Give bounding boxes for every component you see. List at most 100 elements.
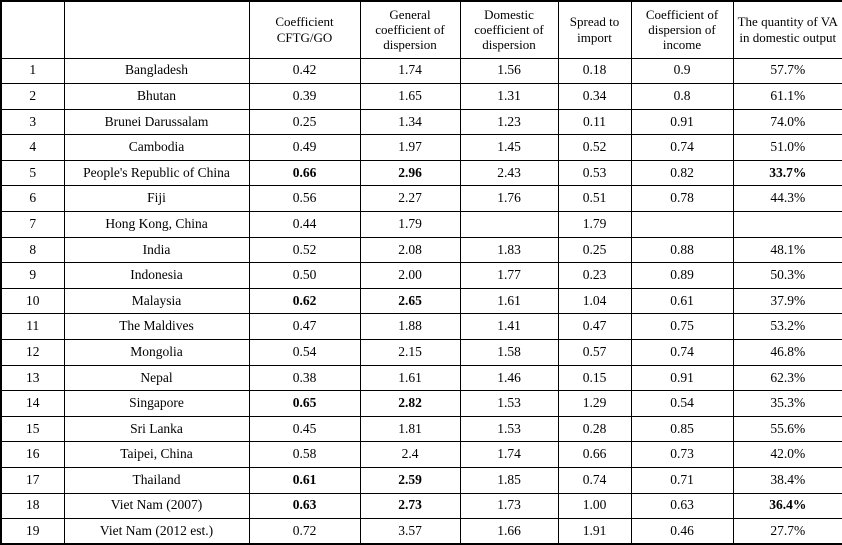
domestic-coefficient-of-dispersion-cell: 1.23 bbox=[459, 108, 559, 136]
country-name-cell: Cambodia bbox=[63, 134, 250, 161]
spread-to-import-cell: 0.74 bbox=[557, 467, 632, 494]
coefficient-cftg-go-cell: 0.45 bbox=[248, 415, 361, 443]
quantity-of-va-in-domestic-output-cell: 48.1% bbox=[732, 236, 842, 264]
table-row: 7 Hong Kong, China 0.44 1.79 1.79 bbox=[0, 211, 842, 238]
spread-to-import-cell: 0.53 bbox=[557, 159, 632, 187]
country-name-cell: Sri Lanka bbox=[63, 415, 250, 443]
table-row: 9 Indonesia 0.50 2.00 1.77 0.23 0.89 50.3% bbox=[0, 262, 842, 289]
coefficient-cftg-go-cell: 0.42 bbox=[248, 57, 361, 85]
spread-to-import-cell: 1.04 bbox=[557, 287, 632, 315]
table-row: 16 Taipei, China 0.58 2.4 1.74 0.66 0.73 42.0% bbox=[0, 441, 842, 468]
coefficient-cftg-go-cell: 0.58 bbox=[248, 441, 361, 468]
country-name-cell: Taipei, China bbox=[63, 441, 250, 468]
general-coefficient-of-dispersion-cell: 1.97 bbox=[359, 134, 461, 161]
coefficient-cftg-go-cell: 0.49 bbox=[248, 134, 361, 161]
spread-to-import-cell: 0.34 bbox=[557, 83, 632, 110]
country-name-cell: Singapore bbox=[63, 390, 250, 417]
coefficient-of-dispersion-of-income-cell: 0.82 bbox=[630, 159, 734, 187]
row-number-cell: 6 bbox=[0, 185, 65, 213]
spread-to-import-cell: 0.66 bbox=[557, 441, 632, 468]
row-number-cell: 15 bbox=[0, 415, 65, 443]
quantity-of-va-in-domestic-output-cell: 35.3% bbox=[732, 390, 842, 417]
coefficient-cftg-go-cell: 0.25 bbox=[248, 108, 361, 136]
country-name-cell: Hong Kong, China bbox=[63, 211, 250, 238]
quantity-of-va-in-domestic-output-cell: 33.7% bbox=[732, 159, 842, 187]
quantity-of-va-in-domestic-output-cell: 57.7% bbox=[732, 57, 842, 85]
row-number-cell: 18 bbox=[0, 492, 65, 520]
coefficient-cftg-go-cell: 0.56 bbox=[248, 185, 361, 213]
column-header-6: Coefficient of dispersion of income bbox=[630, 0, 734, 59]
general-coefficient-of-dispersion-cell: 1.65 bbox=[359, 83, 461, 110]
country-name-cell: Brunei Darussalam bbox=[63, 108, 250, 136]
domestic-coefficient-of-dispersion-cell: 1.73 bbox=[459, 492, 559, 520]
coefficient-of-dispersion-of-income-cell: 0.91 bbox=[630, 364, 734, 392]
row-number-cell: 14 bbox=[0, 390, 65, 417]
quantity-of-va-in-domestic-output-cell: 51.0% bbox=[732, 134, 842, 161]
coefficient-cftg-go-cell: 0.65 bbox=[248, 390, 361, 417]
quantity-of-va-in-domestic-output-cell: 27.7% bbox=[732, 518, 842, 545]
general-coefficient-of-dispersion-cell: 2.59 bbox=[359, 467, 461, 494]
coefficient-of-dispersion-of-income-cell: 0.73 bbox=[630, 441, 734, 468]
general-coefficient-of-dispersion-cell: 2.65 bbox=[359, 287, 461, 315]
quantity-of-va-in-domestic-output-cell: 50.3% bbox=[732, 262, 842, 289]
coefficient-of-dispersion-of-income-cell: 0.88 bbox=[630, 236, 734, 264]
table-row: 4 Cambodia 0.49 1.97 1.45 0.52 0.74 51.0% bbox=[0, 134, 842, 161]
general-coefficient-of-dispersion-cell: 3.57 bbox=[359, 518, 461, 545]
coefficient-cftg-go-cell: 0.54 bbox=[248, 339, 361, 366]
column-header-0 bbox=[0, 0, 65, 59]
coefficient-of-dispersion-of-income-cell: 0.9 bbox=[630, 57, 734, 85]
quantity-of-va-in-domestic-output-cell: 62.3% bbox=[732, 364, 842, 392]
row-number-cell: 3 bbox=[0, 108, 65, 136]
row-number-cell: 8 bbox=[0, 236, 65, 264]
table-row: 3 Brunei Darussalam 0.25 1.34 1.23 0.11 0.91 74… bbox=[0, 108, 842, 136]
spread-to-import-cell: 0.52 bbox=[557, 134, 632, 161]
row-number-cell: 19 bbox=[0, 518, 65, 545]
column-header-4: Domestic coefficient of dispersion bbox=[459, 0, 559, 59]
general-coefficient-of-dispersion-cell: 2.73 bbox=[359, 492, 461, 520]
quantity-of-va-in-domestic-output-cell: 36.4% bbox=[732, 492, 842, 520]
coefficient-of-dispersion-of-income-cell: 0.85 bbox=[630, 415, 734, 443]
domestic-coefficient-of-dispersion-cell: 1.85 bbox=[459, 467, 559, 494]
quantity-of-va-in-domestic-output-cell: 55.6% bbox=[732, 415, 842, 443]
general-coefficient-of-dispersion-cell: 1.81 bbox=[359, 415, 461, 443]
domestic-coefficient-of-dispersion-cell: 2.43 bbox=[459, 159, 559, 187]
coefficient-of-dispersion-of-income-cell: 0.74 bbox=[630, 134, 734, 161]
row-number-cell: 10 bbox=[0, 287, 65, 315]
coefficient-of-dispersion-of-income-cell: 0.91 bbox=[630, 108, 734, 136]
country-name-cell: Malaysia bbox=[63, 287, 250, 315]
table-row: 13 Nepal 0.38 1.61 1.46 0.15 0.91 62.3% bbox=[0, 364, 842, 392]
table-row: 18 Viet Nam (2007) 0.63 2.73 1.73 1.00 0.63 36.… bbox=[0, 492, 842, 520]
spread-to-import-cell: 0.11 bbox=[557, 108, 632, 136]
table-row: 6 Fiji 0.56 2.27 1.76 0.51 0.78 44.3% bbox=[0, 185, 842, 213]
country-name-cell: Viet Nam (2007) bbox=[63, 492, 250, 520]
table-row: 10 Malaysia 0.62 2.65 1.61 1.04 0.61 37.9% bbox=[0, 287, 842, 315]
domestic-coefficient-of-dispersion-cell: 1.46 bbox=[459, 364, 559, 392]
table-row: 2 Bhutan 0.39 1.65 1.31 0.34 0.8 61.1% bbox=[0, 83, 842, 110]
domestic-coefficient-of-dispersion-cell: 1.41 bbox=[459, 313, 559, 341]
table-header: Coefficient CFTG/GO General coefficient o… bbox=[0, 0, 842, 59]
country-name-cell: Thailand bbox=[63, 467, 250, 494]
country-name-cell: Indonesia bbox=[63, 262, 250, 289]
coefficient-cftg-go-cell: 0.62 bbox=[248, 287, 361, 315]
general-coefficient-of-dispersion-cell: 2.00 bbox=[359, 262, 461, 289]
spread-to-import-cell: 0.47 bbox=[557, 313, 632, 341]
coefficient-cftg-go-cell: 0.50 bbox=[248, 262, 361, 289]
country-name-cell: Bhutan bbox=[63, 83, 250, 110]
coefficient-of-dispersion-of-income-cell: 0.74 bbox=[630, 339, 734, 366]
general-coefficient-of-dispersion-cell: 1.74 bbox=[359, 57, 461, 85]
quantity-of-va-in-domestic-output-cell: 53.2% bbox=[732, 313, 842, 341]
general-coefficient-of-dispersion-cell: 2.15 bbox=[359, 339, 461, 366]
domestic-coefficient-of-dispersion-cell bbox=[459, 211, 559, 238]
row-number-cell: 2 bbox=[0, 83, 65, 110]
coefficient-cftg-go-cell: 0.47 bbox=[248, 313, 361, 341]
table-row: 11 The Maldives 0.47 1.88 1.41 0.47 0.75 53.2% bbox=[0, 313, 842, 341]
quantity-of-va-in-domestic-output-cell: 46.8% bbox=[732, 339, 842, 366]
domestic-coefficient-of-dispersion-cell: 1.83 bbox=[459, 236, 559, 264]
table-row: 1 Bangladesh 0.42 1.74 1.56 0.18 0.9 57.7% bbox=[0, 57, 842, 85]
spread-to-import-cell: 0.15 bbox=[557, 364, 632, 392]
general-coefficient-of-dispersion-cell: 1.34 bbox=[359, 108, 461, 136]
spread-to-import-cell: 0.25 bbox=[557, 236, 632, 264]
row-number-cell: 12 bbox=[0, 339, 65, 366]
row-number-cell: 13 bbox=[0, 364, 65, 392]
coefficient-cftg-go-cell: 0.52 bbox=[248, 236, 361, 264]
